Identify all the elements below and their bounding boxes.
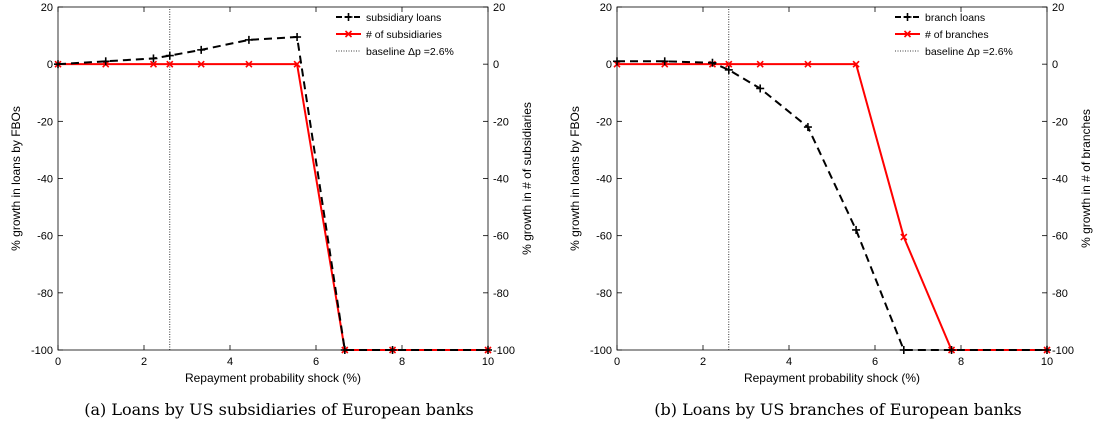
legend-marker-0: [344, 13, 353, 21]
data-point: [613, 57, 621, 66]
data-point: [54, 60, 62, 69]
y-tick-label-right: 20: [1052, 2, 1064, 14]
x-tick-label: 0: [614, 356, 620, 368]
legend-label-2: baseline Δp =2.6%: [925, 46, 1013, 58]
legend-marker-1: [903, 30, 912, 38]
data-point: [900, 233, 908, 241]
y-tick-label-left: 20: [600, 2, 612, 14]
data-point: [197, 45, 206, 54]
x-tick-label: 8: [399, 356, 405, 368]
x-tick-label: 2: [700, 356, 706, 368]
y-tick-label-right: -80: [493, 288, 509, 300]
chart-caption-b: (b) Loans by US branches of European ban…: [654, 400, 1022, 419]
y-tick-label-right: 0: [493, 59, 499, 71]
x-tick-label: 6: [313, 356, 319, 368]
y-tick-label-left: -20: [596, 116, 612, 128]
series-line-1: [58, 63, 488, 351]
data-point: [388, 346, 397, 354]
data-point: [899, 346, 908, 354]
data-point: [756, 60, 764, 68]
y-tick-label-left: -60: [37, 231, 53, 243]
x-tick-label: 2: [141, 356, 147, 368]
data-point: [724, 65, 733, 74]
legend-label-1: # of subsidiaries: [366, 29, 442, 41]
y-tick-label-left: 0: [606, 59, 612, 71]
series-line-0: [57, 36, 488, 351]
x-tick-label: 8: [958, 356, 964, 368]
y-tick-label-right: 0: [1052, 59, 1058, 71]
y-tick-label-left: 20: [41, 2, 53, 14]
data-point: [149, 54, 158, 63]
legend-label-1: # of branches: [925, 29, 989, 41]
data-point: [340, 346, 349, 354]
y-tick-label-right: -40: [1052, 174, 1068, 186]
data-point: [1043, 346, 1051, 354]
legend-marker-1: [344, 30, 353, 38]
y-tick-label-right: -20: [1052, 116, 1068, 128]
data-point: [947, 346, 956, 354]
data-point: [293, 33, 302, 42]
x-tick-label: 4: [227, 356, 233, 368]
data-point: [804, 60, 812, 68]
y-tick-label-left: 0: [47, 59, 53, 71]
y-tick-label-right: 20: [493, 2, 505, 14]
data-point: [852, 225, 861, 234]
y-axis-label-right: % growth in # of subsidiaries: [520, 102, 534, 255]
y-tick-label-left: -100: [590, 345, 612, 357]
y-tick-label-right: -20: [493, 116, 509, 128]
chart-panel-b: 20 20 0 0 -20 -20 -40 -40 -60 -60 -80 -80 -100 -100 0 2…: [559, 0, 1117, 435]
data-point: [166, 60, 174, 68]
data-point: [660, 57, 669, 66]
data-point: [149, 60, 158, 68]
y-tick-label-right: -60: [1052, 231, 1068, 243]
y-tick-label-right: -40: [493, 174, 509, 186]
data-point: [484, 346, 492, 354]
y-axis-label-right: % growth in # of branches: [1079, 109, 1093, 248]
y-tick-label-right: -80: [1052, 288, 1068, 300]
y-tick-label-left: -40: [596, 174, 612, 186]
y-tick-label-left: -80: [596, 288, 612, 300]
x-tick-label: 4: [786, 356, 792, 368]
data-point: [708, 58, 717, 67]
x-axis-label: Repayment probability shock (%): [185, 371, 361, 385]
y-axis-label-left: % growth in loans by FBOs: [568, 106, 582, 251]
legend-label-0: branch loans: [925, 12, 985, 24]
data-point: [245, 60, 253, 68]
data-point: [725, 60, 733, 68]
data-point: [852, 60, 860, 68]
data-point: [244, 35, 253, 44]
y-tick-label-right: -100: [493, 345, 515, 357]
data-point: [101, 57, 110, 66]
x-tick-label: 0: [55, 356, 61, 368]
y-tick-label-left: -100: [31, 345, 53, 357]
legend-marker-0: [903, 13, 912, 21]
series-line-0: [617, 60, 1047, 351]
y-axis-label-left: % growth in loans by FBOs: [9, 106, 23, 251]
chart-panel-a: 20 20 0 0 -20 -20 -40 -40 -60 -60 -80 -80 -100 -100 0 2…: [0, 0, 558, 435]
series-line-1: [617, 63, 1047, 351]
y-tick-label-left: -80: [37, 288, 53, 300]
data-point: [756, 84, 765, 93]
plot-frame: [57, 6, 489, 351]
x-axis-label: Repayment probability shock (%): [744, 371, 920, 385]
chart-caption-a: (a) Loans by US subsidiaries of European…: [84, 400, 474, 419]
y-tick-label-left: -60: [596, 231, 612, 243]
legend-label-2: baseline Δp =2.6%: [366, 46, 454, 58]
legend-label-0: subsidiary loans: [366, 12, 441, 24]
data-point: [293, 60, 301, 68]
data-point: [165, 51, 174, 60]
y-tick-label-left: -20: [37, 116, 53, 128]
x-tick-label: 6: [872, 356, 878, 368]
data-point: [197, 60, 205, 68]
x-tick-label: 10: [1041, 356, 1053, 368]
x-tick-label: 10: [482, 356, 494, 368]
data-point: [803, 123, 812, 132]
y-tick-label-right: -100: [1052, 345, 1074, 357]
y-tick-label-left: -40: [37, 174, 53, 186]
y-tick-label-right: -60: [493, 231, 509, 243]
